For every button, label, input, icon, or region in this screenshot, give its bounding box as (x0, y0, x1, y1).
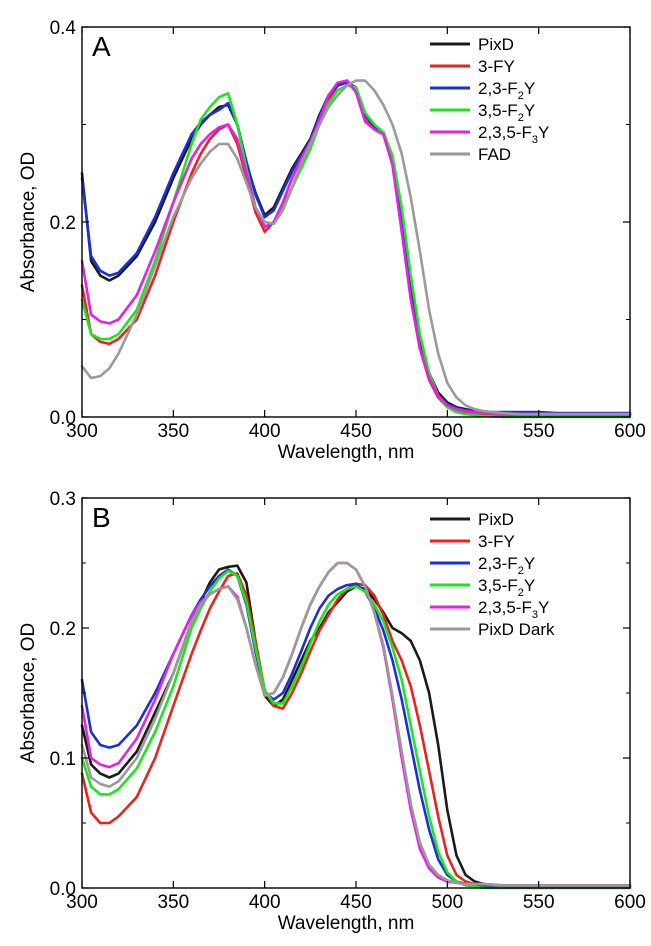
legend-item: 2,3-F2Y (430, 554, 535, 577)
legend-label: 3,5-F2Y (478, 101, 535, 124)
legend-text-part: 3-FY (478, 532, 515, 551)
x-tick-label: 350 (157, 421, 189, 442)
legend-item: 3,5-F2Y (430, 101, 535, 124)
plot-area (80, 561, 632, 890)
x-tick-label: 350 (157, 892, 189, 913)
legend-label: 3,5-F2Y (478, 576, 535, 599)
y-axis-title: Absorbance, OD (18, 623, 39, 763)
legend-text-part: Y (524, 554, 535, 573)
x-tick-label: 300 (66, 421, 98, 442)
legend-item: 3,5-F2Y (430, 576, 535, 599)
x-tick-label: 500 (431, 421, 463, 442)
legend-text-part: Y (524, 576, 535, 595)
legend-item: 3-FY (430, 532, 515, 551)
x-tick-label: 300 (66, 892, 98, 913)
y-tick-label: 0.2 (50, 213, 76, 234)
legend-subscript: 3 (532, 134, 538, 146)
legend-text-part: PixD Dark (478, 620, 555, 639)
x-tick-label: 600 (614, 892, 646, 913)
x-tick-label: 450 (340, 892, 372, 913)
x-axis-title: Wavelength, nm (278, 913, 415, 934)
legend-item: 3-FY (430, 57, 515, 76)
y-tick-label: 0.0 (50, 408, 76, 429)
legend-subscript: 2 (518, 90, 524, 102)
series-line-3-fy (80, 572, 632, 889)
legend-item: PixD (430, 510, 514, 529)
legend-label: 2,3-F2Y (478, 79, 535, 102)
plot-frame (81, 26, 631, 418)
legend-text-part: Y (524, 79, 535, 98)
legend-label: 3-FY (478, 57, 515, 76)
y-tick-label: 0.0 (50, 879, 76, 900)
legend-text-part: 3,5-F (478, 576, 518, 595)
x-tick-label: 400 (249, 892, 281, 913)
legend-item: PixD (430, 35, 514, 54)
legend-text-part: FAD (478, 145, 511, 164)
legend-label: 2,3,5-F3Y (478, 123, 549, 146)
panel-label: A (92, 31, 111, 62)
legend-text-part: Y (524, 101, 535, 120)
legend-text-part: 2,3,5-F (478, 123, 532, 142)
legend-subscript: 2 (518, 565, 524, 577)
x-axis-title: Wavelength, nm (278, 442, 415, 463)
legend-text-part: 2,3-F (478, 554, 518, 573)
x-tick-label: 500 (431, 892, 463, 913)
chart-panel-a: 300 350 400 450 500 550 600 0.0 0.2 0.4 Wavelength… (18, 18, 646, 463)
y-tick-label: 0.3 (50, 489, 76, 510)
legend-label: PixD Dark (478, 620, 555, 639)
legend-label: 2,3-F2Y (478, 554, 535, 577)
legend-text-part: PixD (478, 35, 514, 54)
series-line-2-3-5-f3y (80, 79, 632, 416)
x-tick-label: 450 (340, 421, 372, 442)
legend-label: PixD (478, 35, 514, 54)
legend-text-part: Y (538, 598, 549, 617)
legend-text-part: 3,5-F (478, 101, 518, 120)
y-tick-label: 0.2 (50, 619, 76, 640)
legend-text-part: 2,3-F (478, 79, 518, 98)
chart-panel-b: 300 350 400 450 500 550 600 0.0 0.1 0.2 0.3 Wavelen… (18, 489, 646, 934)
panel-label: B (92, 502, 111, 533)
legend-text-part: PixD (478, 510, 514, 529)
y-tick-label: 0.4 (50, 18, 77, 39)
legend-label: PixD (478, 510, 514, 529)
series-line-pixd-dark (80, 561, 632, 887)
y-axis-title: Absorbance, OD (18, 152, 39, 292)
x-tick-label: 550 (523, 421, 555, 442)
legend-subscript: 3 (532, 609, 538, 621)
legend-subscript: 2 (518, 587, 524, 599)
legend-label: 3-FY (478, 532, 515, 551)
x-tick-label: 550 (523, 892, 555, 913)
legend-label: FAD (478, 145, 511, 164)
x-tick-label: 600 (614, 421, 646, 442)
x-tick-label: 400 (249, 421, 281, 442)
y-tick-label: 0.1 (50, 749, 76, 770)
legend-text-part: 2,3,5-F (478, 598, 532, 617)
legend-item: 2,3,5-F3Y (430, 598, 549, 621)
series-line-3-5-f2y (80, 84, 632, 419)
legend-label: 2,3,5-F3Y (478, 598, 549, 621)
plot-area (80, 79, 632, 419)
legend-item: 2,3,5-F3Y (430, 123, 549, 146)
legend-item: FAD (430, 145, 511, 164)
series-line-fad (80, 79, 632, 416)
legend-item: 2,3-F2Y (430, 79, 535, 102)
legend-item: PixD Dark (430, 620, 555, 639)
legend-subscript: 2 (518, 112, 524, 124)
legend-text-part: 3-FY (478, 57, 515, 76)
series-line-3-5-f2y (80, 569, 632, 890)
legend-text-part: Y (538, 123, 549, 142)
